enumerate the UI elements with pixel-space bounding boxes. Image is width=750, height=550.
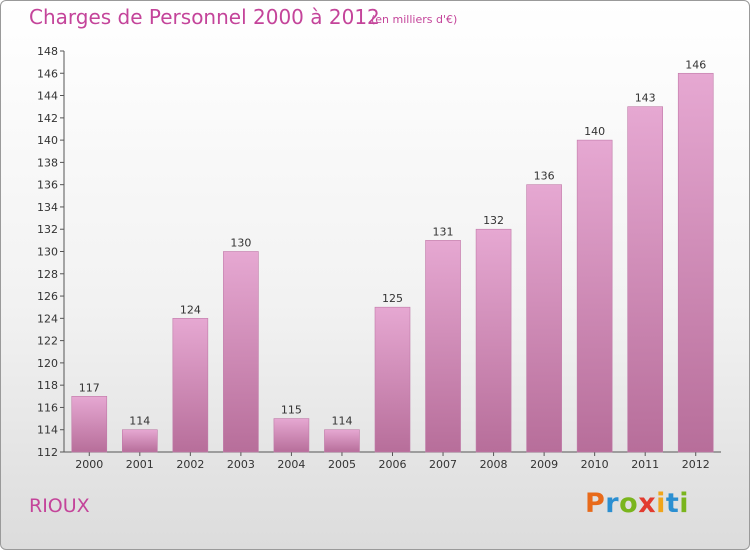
- x-axis: 2000 2001 2002 2003 2004 2005 2006 2007 2008 2009…: [64, 451, 721, 471]
- y-tick-label: 144: [37, 90, 58, 103]
- logo-letter: P: [585, 488, 606, 519]
- y-tick-label: 126: [37, 290, 58, 303]
- bar-2004: [273, 418, 310, 453]
- y-tick-label: 134: [37, 201, 58, 214]
- bars: [71, 72, 714, 453]
- y-tick-label: 138: [37, 156, 58, 169]
- y-axis: 112 114 116 118 120 122 124 126 128 130 132 134 136 1…: [37, 45, 65, 459]
- y-tick-label: 148: [37, 45, 58, 58]
- x-tick-label-2001: 2001: [126, 458, 154, 471]
- bar-2009: [526, 184, 562, 453]
- bar-2001: [122, 429, 158, 453]
- data-label-2011: 143: [635, 92, 656, 105]
- data-label-2002: 124: [180, 303, 201, 316]
- y-tick-label: 114: [37, 424, 58, 437]
- bar-2007: [425, 240, 461, 453]
- logo-letter: i: [679, 488, 690, 519]
- y-tick-label: 140: [37, 134, 58, 147]
- y-tick-label: 130: [37, 246, 58, 259]
- logo-letter: r: [605, 488, 620, 519]
- bar-2012: [677, 72, 714, 453]
- y-tick-label: 128: [37, 268, 58, 281]
- x-tick-label-2002: 2002: [176, 458, 204, 471]
- data-label-2007: 131: [433, 225, 454, 238]
- x-tick-label-2008: 2008: [480, 458, 508, 471]
- logo-letter: o: [619, 488, 639, 519]
- y-tick-label: 118: [37, 379, 58, 392]
- bar-2010: [576, 139, 613, 453]
- x-tick-label-2012: 2012: [682, 458, 710, 471]
- data-label-2004: 115: [281, 404, 302, 417]
- y-tick-label: 112: [37, 446, 58, 459]
- x-tick-label-2010: 2010: [581, 458, 609, 471]
- data-label-2008: 132: [483, 214, 504, 227]
- x-tick-label-2011: 2011: [631, 458, 659, 471]
- logo-letter: t: [665, 488, 680, 519]
- x-tick-label-2007: 2007: [429, 458, 457, 471]
- data-labels: 117 114 124 130 115 114 125 131 132 136 140 143 146: [79, 58, 706, 427]
- bar-2003: [223, 251, 259, 453]
- data-label-2001: 114: [129, 415, 150, 428]
- bar-2000: [71, 396, 108, 453]
- y-tick-label: 132: [37, 223, 58, 236]
- y-tick-label: 120: [37, 357, 58, 370]
- bar-2011: [627, 106, 663, 453]
- y-tick-label: 124: [37, 312, 58, 325]
- chart-title: Charges de Personnel 2000 à 2012: [29, 5, 380, 29]
- data-label-2009: 136: [534, 170, 555, 183]
- y-tick-label: 122: [37, 335, 58, 348]
- bar-2006: [374, 306, 411, 453]
- proxiti-logo: Proxiti: [585, 488, 689, 519]
- bar-2002: [172, 318, 209, 453]
- bar-2005: [324, 429, 360, 453]
- commune-name: RIOUX: [29, 495, 90, 517]
- x-tick-label-2009: 2009: [530, 458, 558, 471]
- x-tick-label-2004: 2004: [277, 458, 305, 471]
- x-tick-label-2005: 2005: [328, 458, 356, 471]
- data-label-2000: 117: [79, 381, 100, 394]
- data-label-2005: 114: [331, 415, 352, 428]
- y-tick-label: 146: [37, 67, 58, 80]
- x-tick-label-2006: 2006: [379, 458, 407, 471]
- y-tick-label: 136: [37, 179, 58, 192]
- y-tick-label: 116: [37, 401, 58, 414]
- data-label-2006: 125: [382, 292, 403, 305]
- x-tick-label-2003: 2003: [227, 458, 255, 471]
- chart-subtitle: (en milliers d'€): [371, 13, 458, 26]
- logo-letter: x: [638, 488, 657, 519]
- logo-letter: i: [656, 488, 666, 519]
- data-label-2010: 140: [584, 125, 605, 138]
- x-tick-label-2000: 2000: [75, 458, 103, 471]
- data-label-2012: 146: [685, 58, 706, 71]
- bar-2008: [475, 228, 512, 453]
- data-label-2003: 130: [230, 237, 251, 250]
- y-tick-label: 142: [37, 112, 58, 125]
